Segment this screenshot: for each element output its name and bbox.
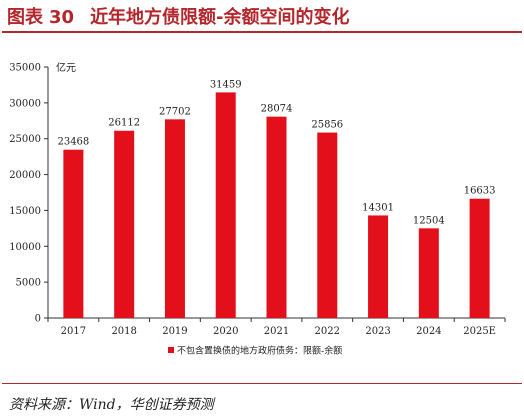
data-label: 27702 (159, 106, 191, 117)
chart-data-labels: 23468 26112 27702 31459 28074 25856 14301 12504… (57, 79, 495, 226)
figure-label: 图表 (7, 7, 43, 28)
y-tick-label: 30000 (9, 98, 41, 109)
bar (266, 116, 287, 318)
data-label: 31459 (210, 79, 242, 90)
data-label: 16633 (464, 186, 496, 197)
x-tick-label: 2020 (213, 326, 238, 337)
bar (63, 149, 84, 318)
x-tick-label: 2025E (463, 326, 496, 337)
x-tick-label: 2022 (315, 326, 340, 337)
y-tick-label: 5000 (16, 278, 41, 289)
title-rule (2, 31, 522, 33)
x-tick-label: 2018 (111, 326, 136, 337)
data-label: 28074 (261, 104, 293, 115)
y-tick-label: 25000 (9, 134, 41, 145)
y-tick-label: 0 (35, 314, 41, 325)
figure-title-text: 近年地方债限额-余额空间的变化 (90, 7, 350, 28)
figure-number: 30 (49, 7, 75, 28)
bar (317, 132, 338, 318)
bar (164, 119, 185, 318)
data-label: 25856 (311, 120, 343, 131)
data-label: 26112 (108, 118, 140, 129)
x-tick-label: 2023 (365, 326, 390, 337)
legend-swatch (168, 347, 174, 353)
bar (418, 228, 439, 318)
bar (114, 130, 135, 318)
y-tick-label: 20000 (9, 170, 41, 181)
bar (469, 198, 490, 318)
y-tick-label: 10000 (9, 242, 41, 253)
legend-label: 不包含置换债的地方政府债务：限额-余额 (177, 345, 342, 357)
bar (215, 92, 236, 318)
data-label: 23468 (57, 137, 89, 148)
x-tick-label: 2021 (264, 326, 289, 337)
bar (368, 215, 389, 318)
y-tick-label: 15000 (9, 206, 41, 217)
chart-axes: 0 5000 10000 15000 20000 25000 30000 35000 亿元 201… (9, 61, 506, 337)
data-label: 14301 (362, 202, 394, 213)
y-tick-label: 35000 (9, 63, 41, 74)
chart-bars (63, 92, 490, 318)
data-label: 12504 (413, 215, 445, 226)
figure-title: 图表 30 近年地方债限额-余额空间的变化 (7, 3, 350, 29)
y-unit-label: 亿元 (56, 61, 76, 74)
x-tick-label: 2017 (61, 326, 86, 337)
source-rule (2, 383, 522, 384)
x-tick-label: 2024 (416, 326, 441, 337)
chart-legend: 不包含置换债的地方政府债务：限额-余额 (168, 345, 342, 357)
source-note: 资料来源：Wind，华创证券预测 (9, 397, 214, 413)
x-tick-label: 2019 (162, 326, 187, 337)
